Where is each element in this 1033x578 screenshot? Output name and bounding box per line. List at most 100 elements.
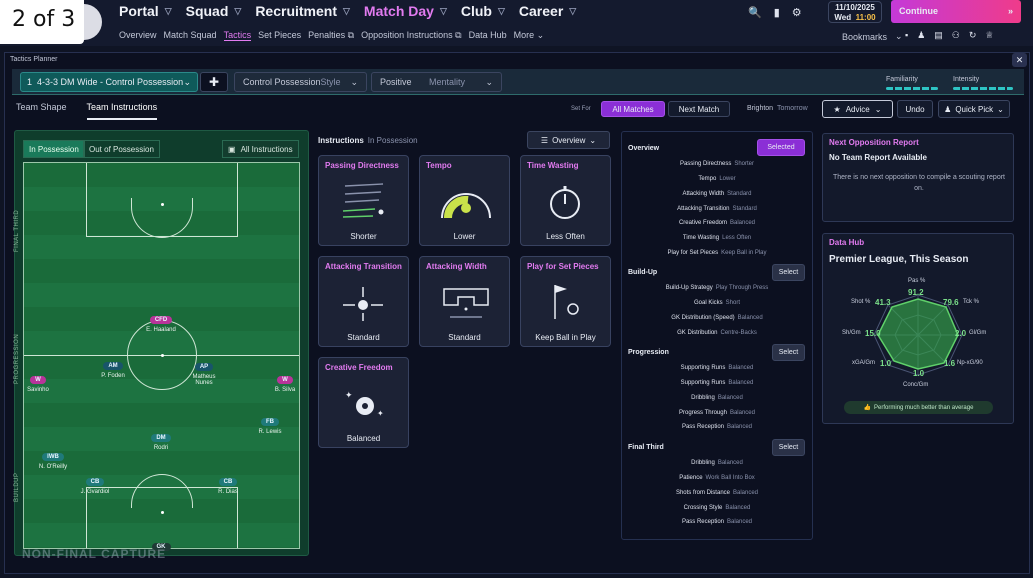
row-key: GK Distribution: [677, 330, 718, 336]
overview-row: Tempo Lower: [621, 176, 813, 182]
refresh-icon[interactable]: ↻: [968, 30, 977, 40]
tactic-select[interactable]: 1 4-3-3 DM Wide - Control Possession ⌄: [20, 72, 198, 92]
card-creative-freedom[interactable]: Creative Freedom ✦ ✦ Balanced: [318, 357, 409, 448]
player-cfd[interactable]: CFD E. Haaland: [131, 308, 191, 333]
subnav-match-squad[interactable]: Match Squad: [163, 30, 217, 40]
nav-squad[interactable]: Squad ▽: [186, 3, 242, 19]
centre-spot: [161, 354, 164, 357]
in-possession-toggle[interactable]: In Possession: [23, 140, 85, 158]
player-w-left[interactable]: W Savinho: [8, 368, 68, 393]
search-icon[interactable]: 🔍: [748, 7, 762, 19]
bookmarks-dropdown[interactable]: Bookmarks ⌄: [842, 31, 903, 42]
overlay-badge: 2 of 3: [0, 0, 84, 44]
subnav-more[interactable]: More ⌄: [514, 30, 545, 41]
player-iwb[interactable]: IWB N. O'Reilly: [23, 445, 83, 470]
undo-button[interactable]: Undo: [897, 100, 933, 118]
card-tempo[interactable]: Tempo Lower: [419, 155, 510, 246]
advice-button[interactable]: ★ Advice ⌄: [822, 100, 893, 118]
card-passing-directness[interactable]: Passing Directness Shorter: [318, 155, 409, 246]
overview-row: GK Distribution (Speed) Balanced: [621, 315, 813, 321]
select-button[interactable]: Select: [772, 264, 805, 281]
row-key: Play for Set Pieces: [667, 250, 719, 256]
mentality-select[interactable]: Positive Mentality ⌄: [371, 72, 502, 92]
player-gk[interactable]: GK: [131, 535, 191, 553]
clipboard-icon[interactable]: ▤: [934, 30, 943, 40]
player-am[interactable]: AM P. Foden: [83, 354, 143, 379]
set-for-label: Set For: [571, 106, 591, 112]
subnav-tactics[interactable]: Tactics: [223, 30, 252, 41]
chevron-down-icon: ⌄: [536, 30, 545, 40]
player-cb-left[interactable]: CB J. Gvardiol: [65, 470, 125, 495]
subnav-label: More: [513, 30, 535, 40]
row-key: Passing Directness: [679, 161, 732, 167]
overview-row: Supporting Runs Balanced: [621, 365, 813, 371]
nav-match-day[interactable]: Match Day ▽: [364, 3, 447, 19]
nav-career[interactable]: Career ▽: [519, 3, 576, 19]
select-button[interactable]: Select: [772, 439, 805, 456]
selected-button[interactable]: Selected: [757, 139, 805, 156]
overview-row: Play for Set Pieces Keep Ball in Play: [621, 250, 813, 256]
subnav-data-hub[interactable]: Data Hub: [468, 30, 507, 40]
familiarity-label: Familiarity: [886, 76, 918, 83]
top-icons: 🔍 ▮ ⚙: [748, 6, 802, 19]
match-when: Tomorrow: [776, 105, 808, 112]
card-time-wasting[interactable]: Time Wasting Less Often: [520, 155, 611, 246]
close-icon[interactable]: ✕: [1012, 53, 1027, 67]
player-ap[interactable]: AP Matheus Nunes: [174, 355, 234, 386]
position-badge: CB: [85, 478, 105, 486]
row-key: Time Wasting: [682, 235, 720, 241]
people-icon[interactable]: ⚇: [951, 30, 960, 40]
overview-row: Patience Work Ball Into Box: [621, 475, 813, 481]
intensity-label: Intensity: [953, 76, 980, 83]
trophy-icon[interactable]: ♕: [985, 30, 994, 40]
player-fb[interactable]: FB R. Lewis: [240, 410, 300, 435]
shirt-icon[interactable]: ♟: [917, 30, 926, 40]
nav-recruitment[interactable]: Recruitment ▽: [255, 3, 350, 19]
all-instructions-button[interactable]: ▣ All Instructions: [222, 140, 299, 158]
row-value: Balanced: [728, 380, 754, 386]
overview-label: Overview: [552, 135, 586, 145]
player-cb-right[interactable]: CB R. Dias: [198, 470, 258, 495]
player-name: J. Gvardiol: [80, 489, 110, 495]
subnav-opposition-instructions[interactable]: Opposition Instructions ⧉: [361, 30, 462, 41]
card-play-for-set-pieces[interactable]: Play for Set Pieces Keep Ball in Play: [520, 256, 611, 347]
tab-team-shape[interactable]: Team Shape: [16, 102, 67, 112]
stat-value: 1.0: [880, 359, 892, 368]
row-value: Balanced: [729, 410, 755, 416]
all-matches-button[interactable]: All Matches: [601, 101, 665, 117]
player-w-right[interactable]: W B. Silva: [255, 368, 315, 393]
subnav-overview[interactable]: Overview: [119, 30, 157, 40]
row-key: Creative Freedom: [678, 220, 727, 226]
quick-pick-button[interactable]: ♟ Quick Pick ⌄: [938, 100, 1010, 118]
select-button[interactable]: Select: [772, 344, 805, 361]
nav-club[interactable]: Club ▽: [461, 3, 505, 19]
overview-row: Shots from Distance Balanced: [621, 490, 813, 496]
bookmark-icon[interactable]: ▮: [773, 7, 780, 19]
card-attacking-width[interactable]: Attacking Width Standard: [419, 256, 510, 347]
nav-portal[interactable]: Portal ▽: [119, 3, 172, 19]
data-hub-subtitle: Premier League, This Season: [829, 254, 969, 265]
watermark: NON-FINAL CAPTURE: [22, 547, 167, 561]
opposition-title: Next Opposition Report: [829, 138, 919, 147]
opposition-report-card: [822, 133, 1014, 222]
familiarity-bar: [886, 87, 938, 90]
player-dm[interactable]: DM Rodri: [131, 426, 191, 451]
subnav-penalties[interactable]: Penalties ⧉: [308, 30, 354, 41]
radar-chart: [873, 294, 963, 376]
add-tactic-button[interactable]: ✚: [200, 72, 228, 92]
subnav-set-pieces[interactable]: Set Pieces: [258, 30, 302, 40]
planner-tabs: Team Shape Team Instructions: [16, 102, 158, 120]
row-key: Supporting Runs: [680, 380, 726, 386]
out-of-possession-toggle[interactable]: Out of Possession: [83, 140, 160, 158]
row-value: Balanced: [730, 220, 756, 226]
tab-team-instructions[interactable]: Team Instructions: [86, 102, 158, 120]
overview-dropdown[interactable]: ☰ Overview ⌄: [527, 131, 610, 149]
gear-icon[interactable]: ⚙: [791, 7, 802, 19]
chat-icon[interactable]: ▪: [905, 30, 909, 40]
continue-button[interactable]: Continue »: [891, 0, 1021, 23]
club-crest-icon[interactable]: [84, 4, 102, 40]
stat-label: Pas %: [908, 278, 926, 284]
card-attacking-transition[interactable]: Attacking Transition Standard: [318, 256, 409, 347]
next-match-button[interactable]: Next Match: [668, 101, 730, 117]
style-select[interactable]: Control PossessionStyle ⌄: [234, 72, 367, 92]
